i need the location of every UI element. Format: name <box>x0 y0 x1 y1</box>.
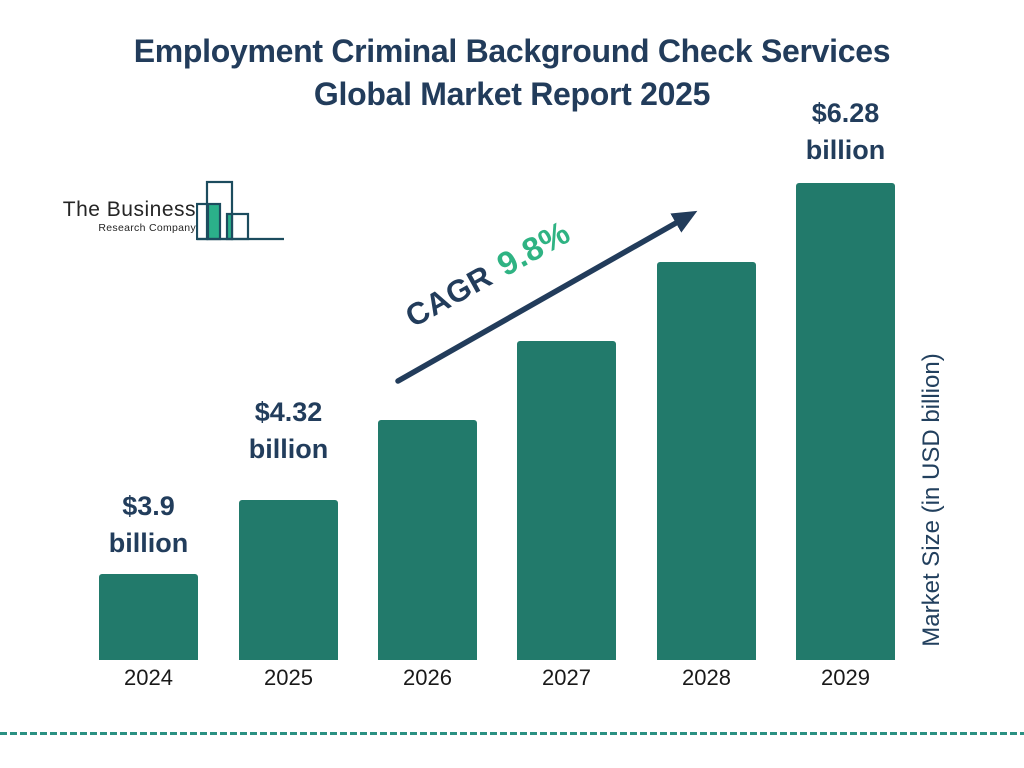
bar-2028 <box>657 262 756 660</box>
bar-chart-logo-icon <box>196 180 284 241</box>
x-axis-label-2028: 2028 <box>682 665 731 690</box>
company-logo: The Business Research Company <box>60 198 196 234</box>
x-axis-label-2027: 2027 <box>542 665 591 690</box>
x-axis-label-2025: 2025 <box>264 665 313 690</box>
growth-arrow-icon <box>395 210 698 384</box>
value-label-line: billion <box>248 434 329 464</box>
logo-company-name: The Business <box>62 198 196 221</box>
value-label-line: billion <box>805 135 886 165</box>
chart-title-line2: Global Market Report 2025 <box>313 76 711 112</box>
x-axis-label-2024: 2024 <box>124 665 173 690</box>
bottom-dashed-divider <box>0 732 1024 735</box>
x-axis-label-2029: 2029 <box>821 665 870 690</box>
value-label-line: $6.28 <box>811 98 880 128</box>
y-axis-label: Market Size (in USD billion) <box>918 353 945 647</box>
value-label-2029: $6.28 billion <box>761 95 931 169</box>
chart-title: Employment Criminal Background Check Ser… <box>0 30 1024 116</box>
bar-2027 <box>517 341 616 660</box>
logo-company-subtitle: Research Company <box>98 222 196 234</box>
value-label-line: $4.32 <box>254 397 323 427</box>
bar-2026 <box>378 420 477 660</box>
bar-2029 <box>796 183 895 660</box>
x-axis-label-2026: 2026 <box>403 665 452 690</box>
value-label-2025: $4.32 billion <box>204 394 374 468</box>
value-label-line: $3.9 <box>122 491 175 521</box>
chart-title-line1: Employment Criminal Background Check Ser… <box>133 33 891 69</box>
value-label-2024: $3.9 billion <box>64 488 234 562</box>
value-label-line: billion <box>108 528 189 558</box>
bar-2025 <box>239 500 338 660</box>
bar-2024 <box>99 574 198 660</box>
